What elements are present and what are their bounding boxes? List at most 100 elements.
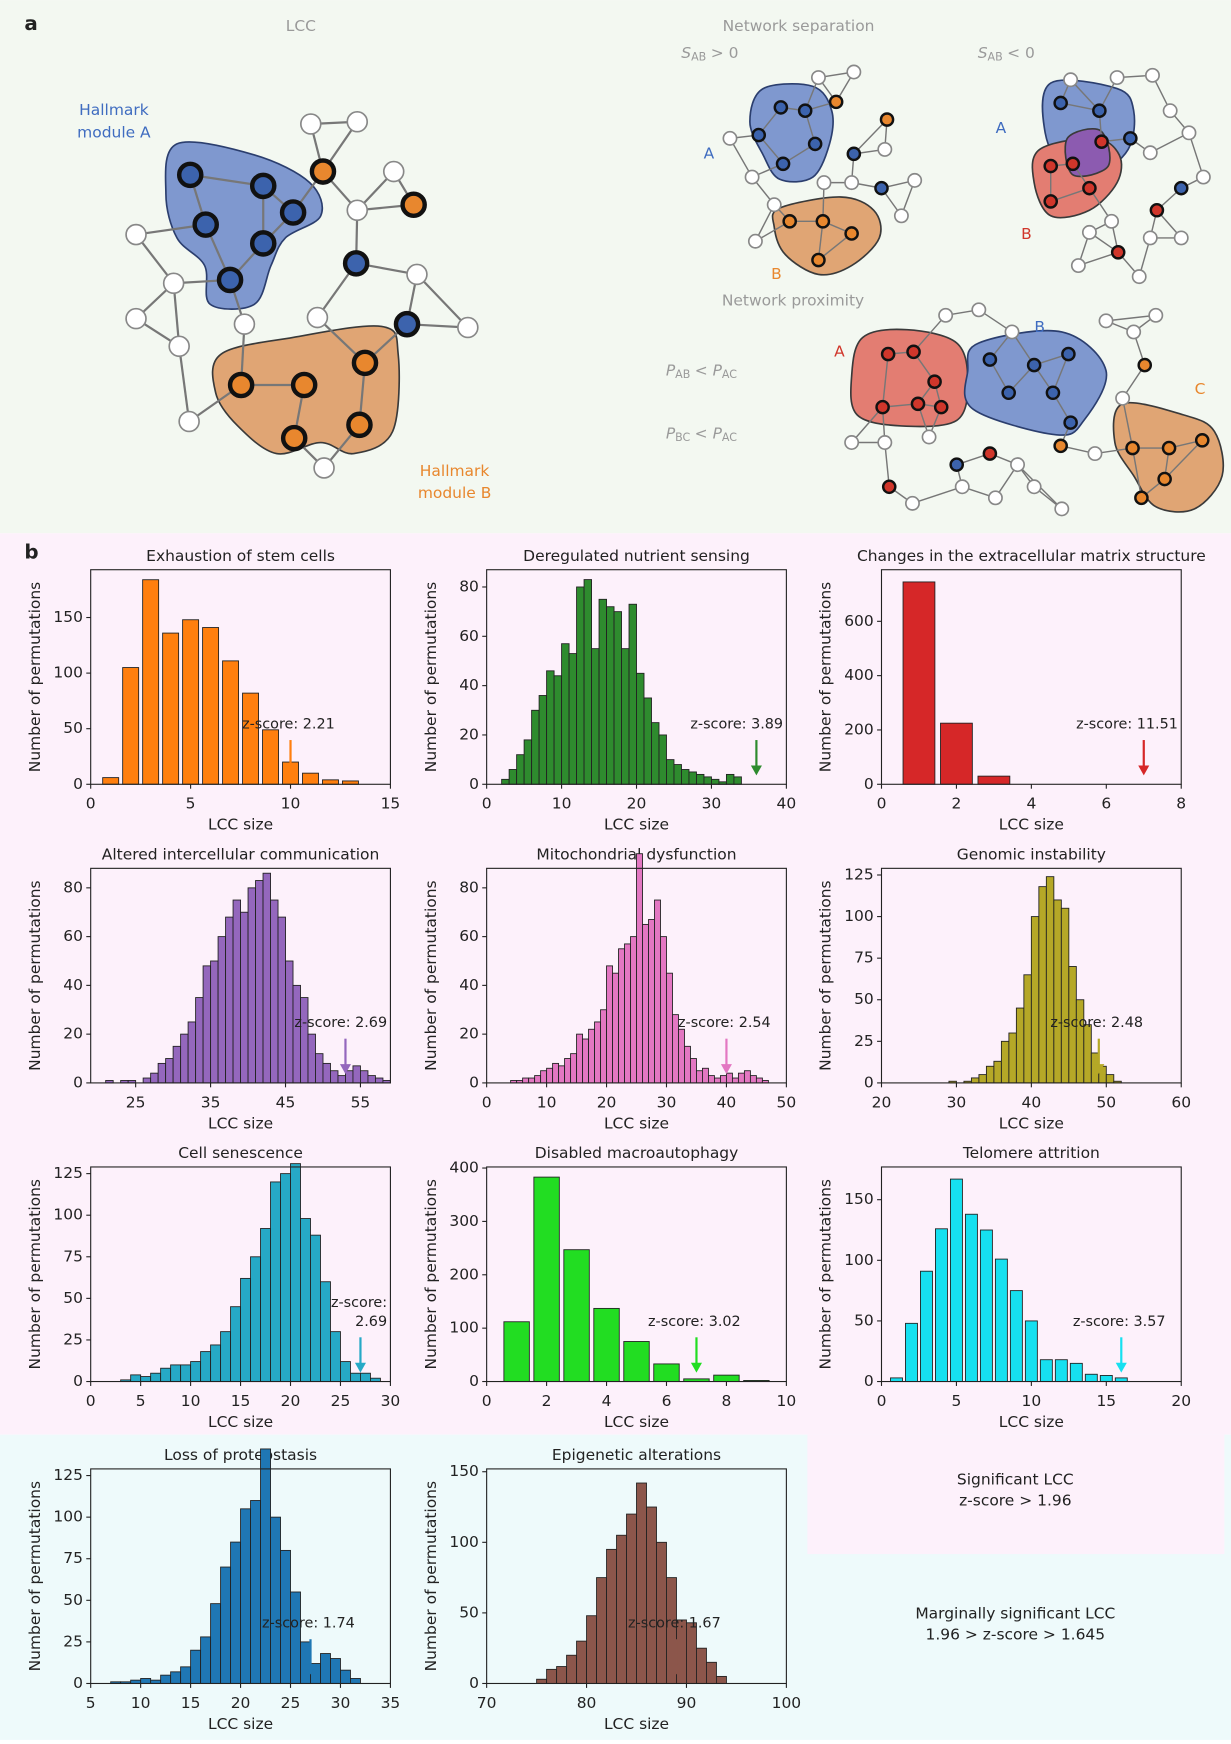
legend-text: Significant LCC [957,1470,1074,1488]
histogram-bar [529,1078,535,1083]
z-score-label: z-score: [331,1295,387,1311]
histogram-bar [720,1076,726,1083]
network-node [817,176,830,189]
network-node [301,114,321,134]
histogram-bar [649,920,655,1083]
histogram-bar [577,1641,587,1683]
histogram-bar [541,1071,547,1083]
y-tick-label: 300 [449,1212,479,1230]
network-node [1112,246,1124,258]
histogram-bar [191,1362,201,1382]
histogram-bar [291,1592,301,1683]
histogram-bar [173,1046,180,1083]
chart-title: Deregulated nutrient sensing [523,547,750,565]
histogram-bar [567,1655,577,1683]
module-letter: B [1021,225,1032,243]
x-tick-label: 35 [381,1694,401,1712]
histogram-bar [624,1342,649,1382]
histogram-bar [965,1214,977,1381]
chart-title: Epigenetic alterations [552,1446,721,1464]
histogram-bar [231,1542,241,1683]
y-tick-label: 150 [844,1190,874,1208]
histogram-bar [211,1345,221,1382]
y-axis-label: Number of permutations [422,1179,440,1369]
network-node [1083,182,1095,194]
histogram-bar [151,1373,161,1381]
x-tick-label: 10 [777,1392,797,1410]
histogram-bar [614,612,621,785]
y-tick-label: 50 [63,719,83,737]
x-tick-label: 30 [702,795,722,813]
histogram-bar [613,973,619,1083]
x-tick-label: 20 [627,795,647,813]
network-node [1083,226,1096,239]
x-tick-label: 0 [86,795,96,813]
histogram-bar [188,1022,195,1083]
x-axis-label: LCC size [604,1715,669,1733]
network-node [1064,73,1077,86]
x-tick-label: 40 [1022,1093,1042,1111]
histogram-bar [702,1068,708,1083]
z-score-label: z-score: 2.21 [242,717,335,733]
histogram-bar [163,633,179,784]
x-tick-label: 30 [657,1093,677,1111]
histogram-bar [637,1483,647,1683]
histogram-bar [181,1034,188,1083]
histogram-bar [181,1365,191,1382]
histogram-bar [994,1061,1001,1083]
histogram-bar [523,1078,529,1083]
network-node [895,209,908,222]
histogram-bar [123,668,139,785]
histogram-bar [941,723,973,784]
histogram-bar [191,1650,201,1683]
network-node [407,264,427,284]
histogram-bar [592,649,599,785]
histogram-bar [517,755,524,785]
histogram-bar [211,961,218,1083]
network-node [877,401,889,413]
network-node [1144,146,1157,159]
x-tick-label: 2 [542,1392,552,1410]
network-node [1175,182,1187,194]
z-score-label: z-score: 3.89 [690,717,783,733]
histogram-bar [293,985,300,1083]
histogram-bar [243,693,259,784]
y-tick-label: 80 [459,878,479,896]
legend-text: z-score > 1.96 [959,1491,1072,1509]
y-tick-label: 50 [854,1311,874,1329]
histogram-bar [256,881,263,1083]
y-tick-label: 125 [53,1466,83,1484]
histogram-bar [143,580,159,785]
histogram-bar [607,1549,617,1683]
module-letter: A [834,342,845,360]
x-tick-label: 15 [1096,1392,1116,1410]
histogram-bar [241,912,248,1083]
network-node [989,491,1002,504]
network-node [293,374,315,396]
y-tick-label: 200 [844,720,874,738]
y-tick-label: 0 [73,1674,83,1692]
histogram-bar [714,1078,720,1083]
histogram-bar [714,1375,739,1381]
y-tick-label: 20 [459,725,479,743]
histogram-bar [203,628,219,785]
network-node [1045,160,1057,172]
histogram-bar [686,1623,696,1684]
chart-title: Genomic instability [957,846,1106,864]
x-tick-label: 55 [351,1093,371,1111]
histogram-bar [278,917,285,1083]
network-node [1133,270,1146,283]
x-tick-label: 0 [877,795,887,813]
y-tick-label: 100 [53,1508,83,1526]
network-node [1088,447,1101,460]
histogram-bar [584,580,591,785]
histogram-bar [360,1071,367,1083]
network-node [830,96,842,108]
y-tick-label: 400 [844,666,874,684]
histogram-bar [322,780,338,784]
network-node [845,176,858,189]
y-axis-label: Number of permutations [26,880,44,1070]
network-node [951,459,963,471]
histogram-bar [330,1332,340,1382]
y-axis-label: Number of permutations [422,880,440,1070]
